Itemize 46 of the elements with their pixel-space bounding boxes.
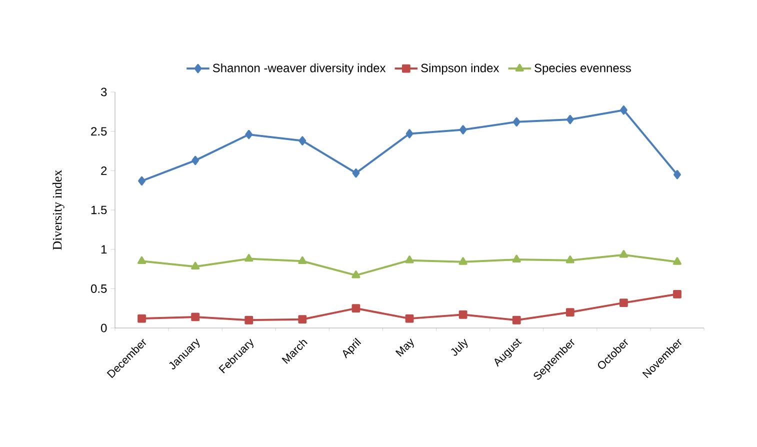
point <box>245 130 253 140</box>
y-tick-label: 2.5 <box>91 127 107 136</box>
y-tick-label: 1.5 <box>91 206 107 214</box>
y-tick-label: 0.5 <box>90 284 107 293</box>
x-tick-label: May <box>395 338 414 357</box>
x-tick-label: July <box>451 338 468 356</box>
point <box>406 129 414 138</box>
point <box>244 254 254 262</box>
y-axis-title: Diversity index <box>52 170 64 250</box>
point <box>405 256 414 264</box>
legend-label: Species evenness <box>534 63 631 75</box>
point <box>566 114 574 124</box>
point <box>352 168 360 178</box>
point <box>138 314 146 323</box>
legend-label: Shannon -weaver diversity index <box>212 63 386 75</box>
point <box>405 314 414 323</box>
point <box>619 250 628 258</box>
point <box>191 262 200 270</box>
point <box>619 298 628 308</box>
point <box>191 312 200 322</box>
point <box>298 256 307 264</box>
point <box>673 290 682 298</box>
point <box>674 170 681 180</box>
point <box>458 257 468 265</box>
point <box>512 254 521 262</box>
point <box>352 304 360 313</box>
point <box>672 257 682 265</box>
point <box>512 316 521 324</box>
y-tick-label: 2 <box>101 166 107 175</box>
y-tick-label: 1 <box>101 245 107 254</box>
point <box>192 156 200 166</box>
point <box>244 316 254 324</box>
point <box>566 308 574 316</box>
point <box>566 256 574 264</box>
legend-label: Simpson index <box>421 63 500 75</box>
point <box>459 125 467 134</box>
point <box>298 136 306 146</box>
point <box>138 176 146 186</box>
point <box>512 117 520 126</box>
point <box>458 310 468 319</box>
point <box>620 105 628 115</box>
point <box>352 270 360 278</box>
y-tick-label: 3 <box>100 88 107 96</box>
y-tick-label: 0 <box>101 324 107 332</box>
point <box>137 256 146 264</box>
point <box>298 315 307 324</box>
